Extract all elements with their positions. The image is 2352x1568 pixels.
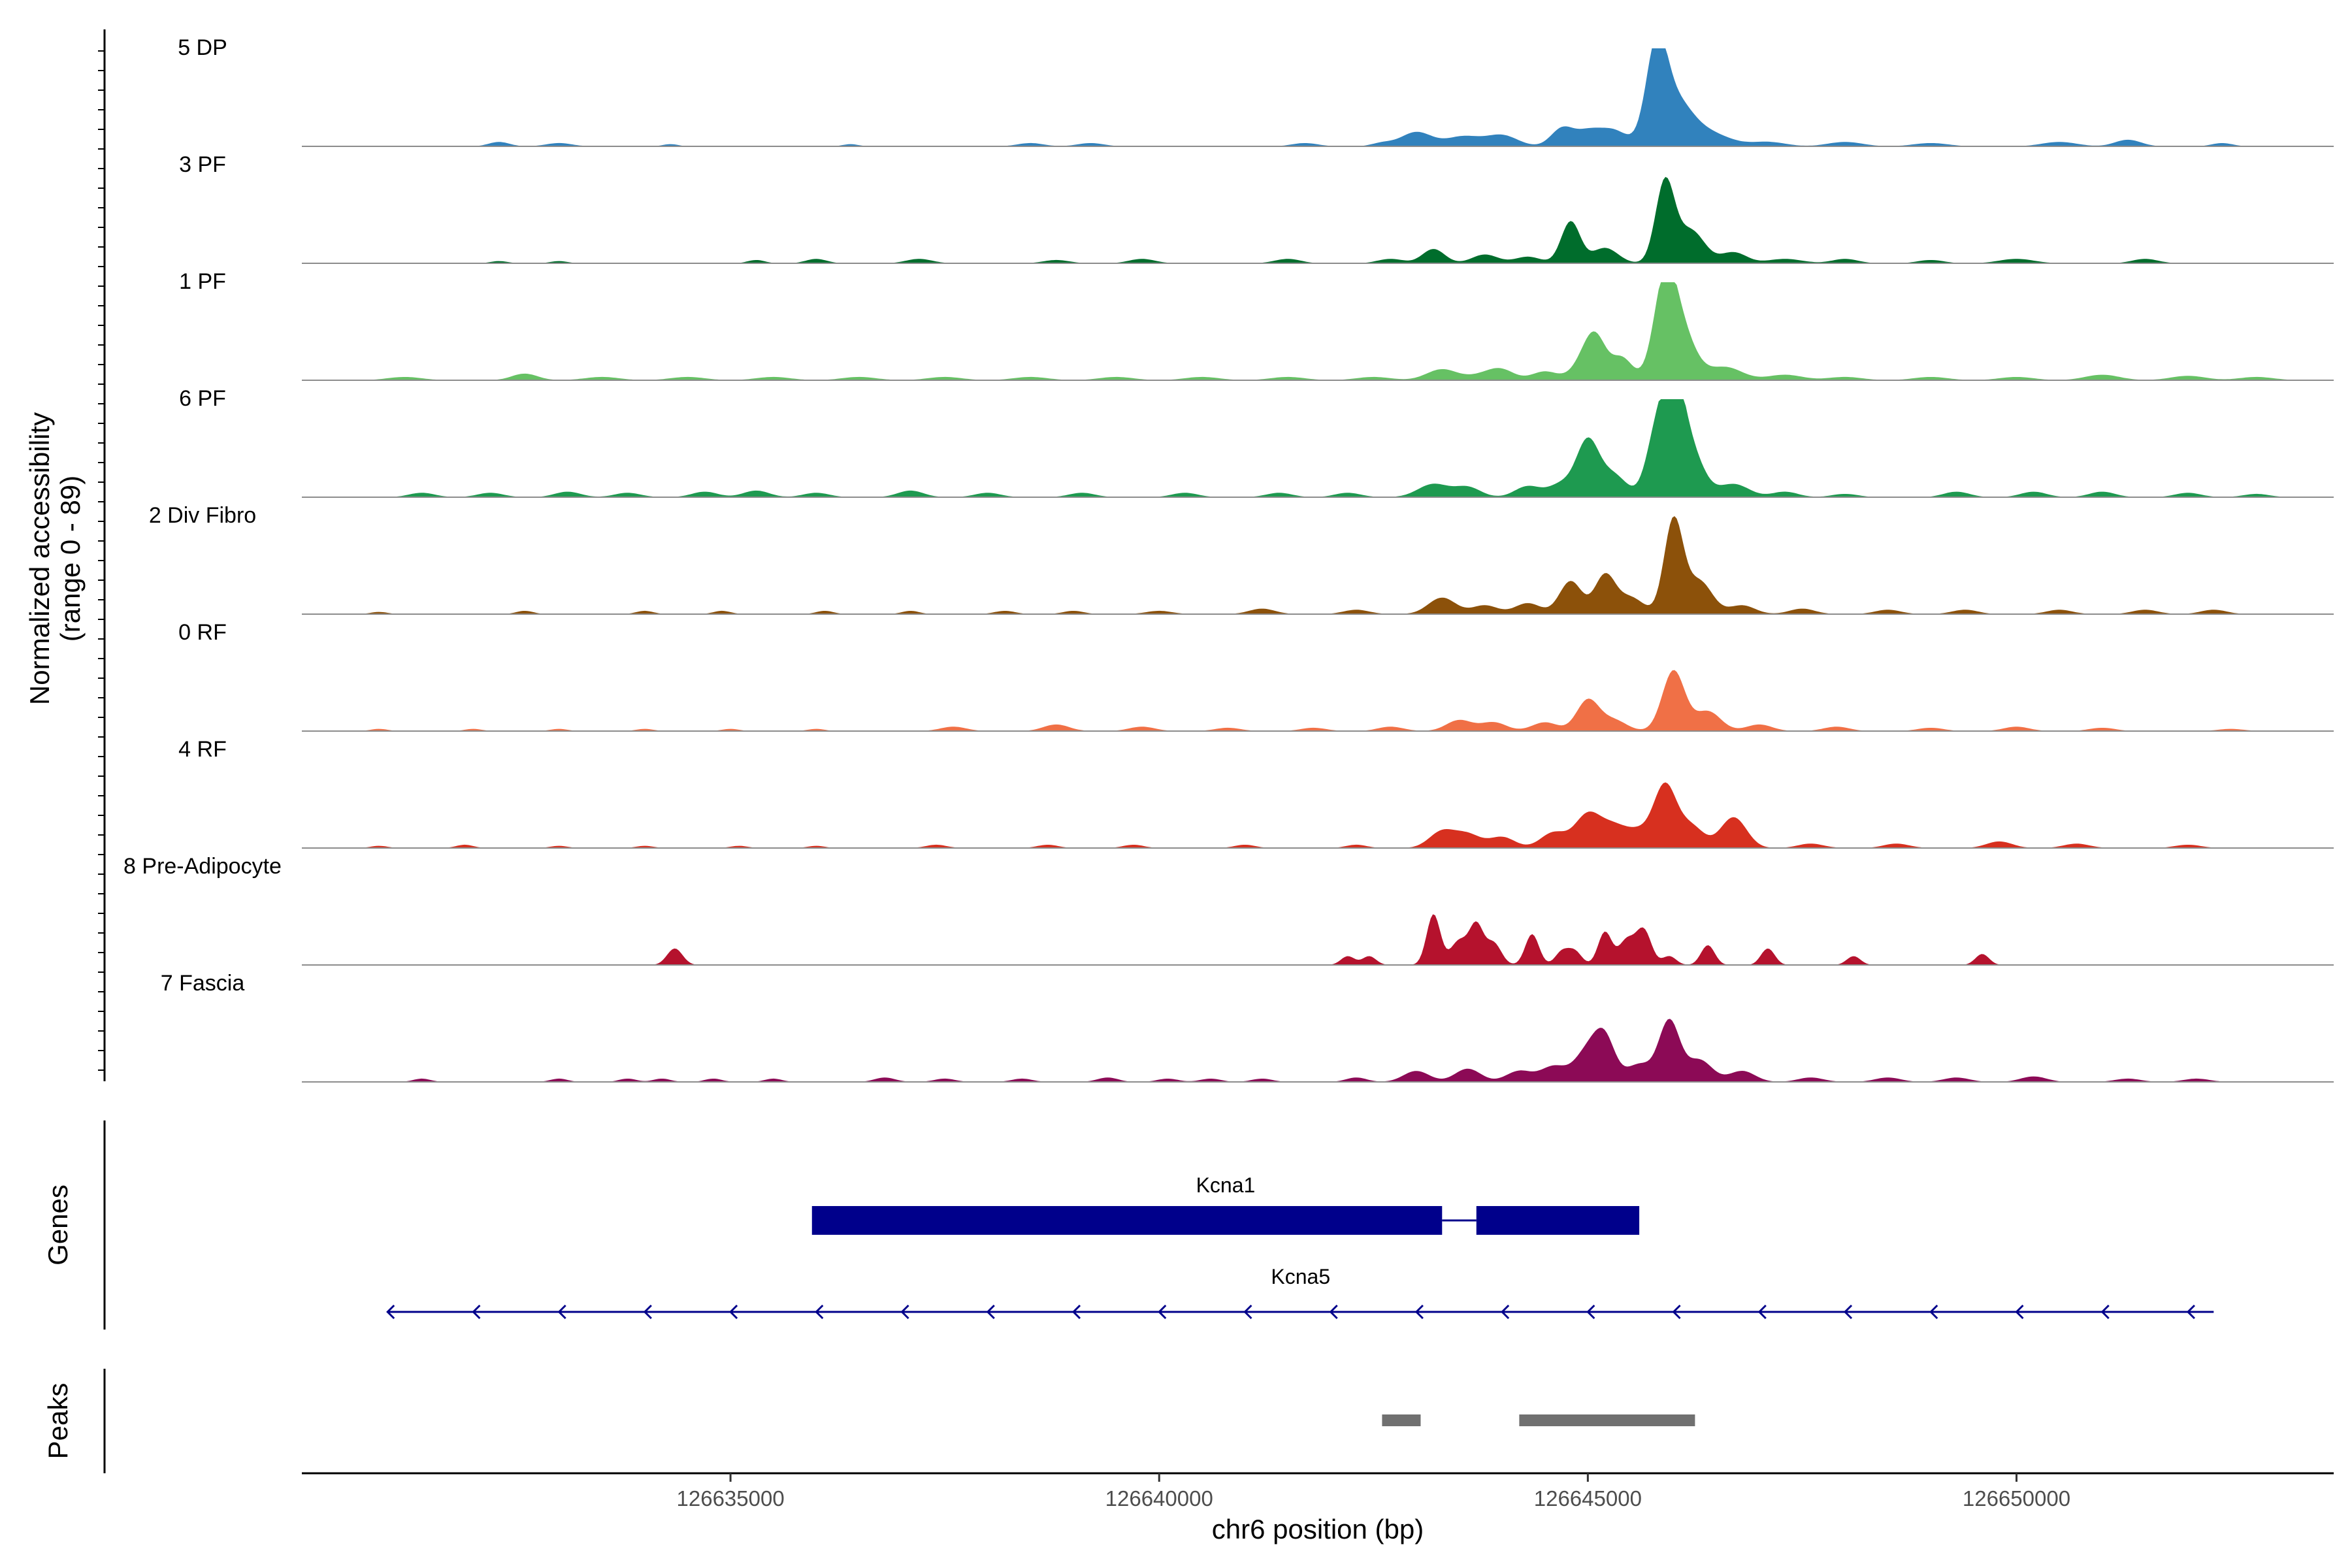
peaks-group [1382,1414,1695,1426]
coverage-area-track-6 [302,670,2334,731]
track-label: 8 Pre-Adipocyte [123,854,282,879]
coverage-area-track-7 [302,782,2334,848]
coverage-area-track-3 [302,282,2334,380]
strand-arrow [2100,1304,2110,1320]
genes-panel-label: Genes [42,1184,73,1266]
strand-arrow [2186,1304,2195,1320]
peak-region-2 [1519,1414,1695,1426]
coverage-area-track-4 [302,399,2334,497]
strand-arrow [1158,1304,1167,1320]
x-tick-label: 126645000 [1534,1486,1642,1511]
genes-group: Kcna1 Kcna5 [386,1173,2214,1320]
strand-arrow [1757,1304,1767,1320]
y-axis-label: Normalized accessibility [24,412,55,705]
x-tick-label: 126650000 [1963,1486,2070,1511]
strand-arrow [1501,1304,1510,1320]
gene-label-kcna1: Kcna1 [1196,1173,1256,1197]
x-tick-label: 126640000 [1105,1486,1213,1511]
strand-arrow [2015,1304,2024,1320]
track-label: 1 PF [179,269,226,294]
peak-region-1 [1382,1414,1421,1426]
coverage-area-track-1 [302,48,2334,146]
y-axis-ticks [98,50,105,1071]
coverage-area-track-2 [302,176,2334,263]
strand-arrow [1243,1304,1252,1320]
strand-arrow [1071,1304,1081,1320]
track-label: 7 Fascia [161,971,245,996]
track-label: 4 RF [178,737,227,762]
strand-arrow [1929,1304,1938,1320]
track-label: 3 PF [179,152,226,177]
coverage-area-track-8 [302,914,2334,965]
track-label: 0 RF [178,620,227,645]
gene-kcna1-exon-1 [811,1206,1443,1235]
peaks-panel-label: Peaks [42,1383,73,1460]
strand-arrow [557,1304,566,1320]
strand-arrow [1329,1304,1338,1320]
track-label: 6 PF [179,386,226,411]
strand-arrow [1672,1304,1681,1320]
gene-kcna1-exon-2 [1476,1206,1640,1235]
strand-arrow [986,1304,995,1320]
y-axis-range-label: (range 0 - 89) [55,476,86,642]
track-label: 2 Div Fibro [149,503,256,528]
coverage-area-track-5 [302,516,2334,614]
coverage-area-track-9 [302,1019,2334,1082]
strand-arrow [815,1304,824,1320]
strand-arrow [386,1304,395,1320]
strand-arrow [472,1304,481,1320]
x-tick-label: 126635000 [677,1486,785,1511]
track-label: 5 DP [178,35,227,60]
strand-arrow [1843,1304,1853,1320]
tracks-group: 5 DP 3 PF 1 PF 6 PF 2 Div Fibro 0 RF 4 RF 8 Pre… [123,35,2334,1083]
gene-label-kcna5: Kcna5 [1271,1265,1330,1288]
strand-arrow [728,1304,738,1320]
strand-arrow [643,1304,652,1320]
x-axis-label: chr6 position (bp) [1212,1514,1424,1544]
strand-arrow [900,1304,909,1320]
x-axis-ticks: 126635000 126640000 126645000 126650000 [677,1473,2070,1511]
strand-arrow [1586,1304,1595,1320]
strand-arrow [1414,1304,1424,1320]
